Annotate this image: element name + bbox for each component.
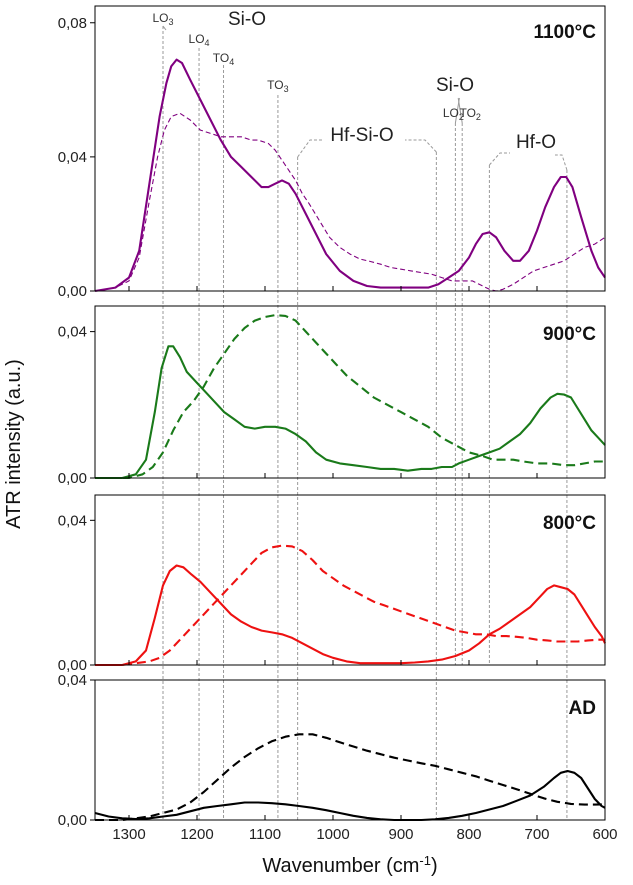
series-line-dashed [94, 112, 606, 292]
x-tick-label: 1000 [316, 826, 349, 843]
panel-frame-2 [94, 494, 606, 666]
panel-label: 800°C [543, 513, 596, 534]
y-tick-label: 0,04 [58, 672, 87, 689]
band-marker-label: LO4 [189, 32, 210, 48]
bracket-hf-si-o-right [405, 139, 437, 153]
y-tick-label: 0,00 [58, 283, 87, 300]
band-group-label: Hf-Si-O [330, 125, 393, 146]
panel-label: 1100°C [533, 22, 596, 43]
x-tick-label: 600 [592, 826, 617, 843]
series-line-solid [94, 58, 606, 293]
x-tick-label: 800 [456, 826, 481, 843]
band-group-label: Si-O [436, 75, 474, 96]
band-group-label: Si-O [228, 9, 266, 30]
band-marker-label: TO2 [459, 106, 480, 122]
band-marker-label: TO3 [267, 78, 288, 94]
x-tick-label: 700 [524, 826, 549, 843]
y-tick-label: 0,04 [58, 324, 87, 341]
x-tick-label: 900 [388, 826, 413, 843]
y-tick-label: 0,04 [58, 149, 87, 166]
x-tick-label: 1300 [112, 826, 145, 843]
band-marker-label: LO3 [152, 11, 173, 27]
band-marker-label: LO2 [443, 106, 464, 122]
y-tick-label: 0,00 [58, 470, 87, 487]
band-markers-layer [162, 25, 568, 820]
x-tick-label: 1100 [249, 826, 281, 843]
series-line-solid [95, 564, 606, 667]
series-line-dashed [95, 544, 605, 667]
bracket-hf-si-o-left [297, 139, 322, 158]
band-marker-label: TO4 [213, 51, 234, 67]
panel-label: 900°C [543, 324, 596, 345]
series-layer [94, 58, 606, 822]
series-line-solid [95, 345, 606, 480]
panel-frame-1 [94, 305, 606, 479]
bracket-hf-o-left [489, 152, 510, 166]
band-group-label: Hf-O [516, 132, 556, 153]
series-line-dashed [95, 314, 605, 480]
series-line-solid [94, 769, 606, 822]
y-tick-label: 0,00 [58, 812, 87, 829]
y-tick-label: 0,00 [58, 657, 87, 674]
panel-frame-3 [94, 679, 606, 821]
panel-frame-0 [94, 5, 606, 292]
x-axis-title: Wavenumber (cm-1) [262, 853, 437, 877]
y-axis-title: ATR intensity (a.u.) [3, 359, 25, 529]
axes-layer: 0,000,040,080,000,040,000,040,000,041300… [58, 5, 618, 843]
x-tick-label: 1200 [180, 826, 213, 843]
series-line-dashed [95, 733, 606, 822]
panel-label: AD [569, 698, 596, 719]
bracket-si-o-right [457, 97, 463, 124]
y-tick-label: 0,04 [58, 512, 87, 529]
bracket-lo3 [162, 25, 167, 31]
bracket-hf-o-right [555, 154, 568, 171]
y-tick-label: 0,08 [58, 15, 87, 32]
